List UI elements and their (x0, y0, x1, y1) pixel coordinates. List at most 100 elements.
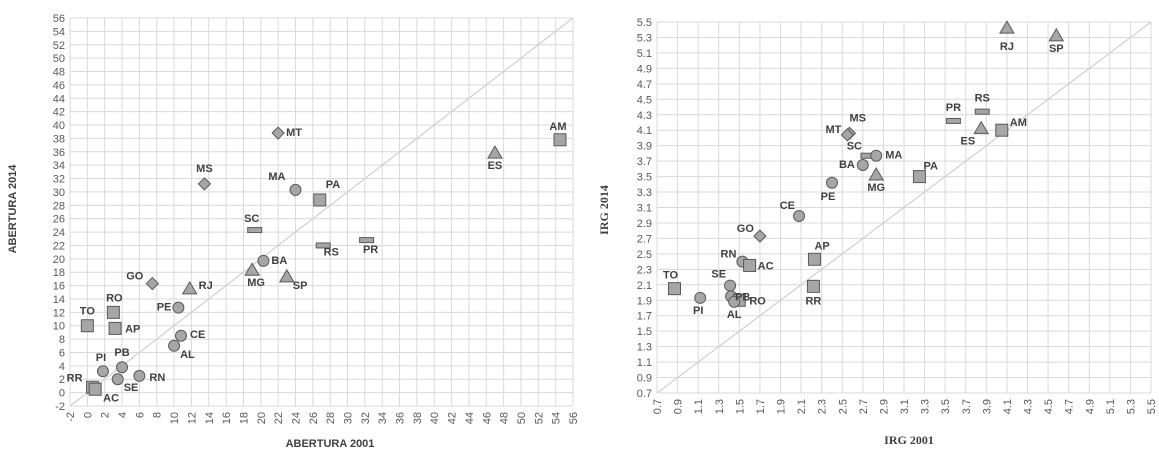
x-tick-label: 6 (134, 412, 146, 418)
scatter-chart-irg: 0.7 0.9 1.1 1.3 1.5 1.7 1.9 2.1 2.3 2.5 2.7 2.9 3.1 3… (597, 17, 1158, 447)
point-label-ac: AC (758, 260, 774, 272)
point-label-pe: PE (821, 191, 836, 203)
point-label-se: SE (124, 382, 139, 394)
point-ms (197, 177, 212, 191)
x-tick-label: 48 (499, 412, 511, 424)
y-tick-label: 4.3 (637, 110, 652, 122)
y-tick-labels: 0.7 0.9 1.1 1.3 1.5 1.7 1.9 2.1 2.3 2.5 2.7 2.9 3.1 3… (637, 17, 652, 400)
point-label-sc: SC (244, 213, 259, 225)
point-ba (257, 254, 270, 267)
point-label-to: TO (663, 270, 679, 282)
point-label-am: AM (549, 121, 566, 133)
x-tick-label: 1.7 (755, 399, 767, 414)
x-tick-label: 12 (186, 412, 198, 424)
point-label-pr: PR (363, 244, 378, 256)
y-tick-label: 4.9 (637, 63, 652, 75)
point-label-pe: PE (157, 302, 172, 314)
point-labels: RJ SP RS PR AM ES MS MT SC MA BA MG PA PE CE GO AP RN AC SE… (663, 41, 1064, 321)
y-tick-label: 1.7 (637, 311, 652, 323)
point-pa (912, 170, 926, 184)
x-tick-label: 1.3 (714, 399, 726, 414)
y-tick-labels: -202468101214161820222426283032343638404… (53, 13, 65, 413)
x-tick-label: 56 (568, 412, 580, 424)
point-label-pb: PB (114, 347, 129, 359)
y-tick-label: 3.3 (637, 187, 652, 199)
point-label-ms: MS (849, 112, 866, 124)
y-tick-label: 8 (59, 334, 65, 346)
point-ap (807, 252, 821, 266)
point-label-al: AL (180, 349, 195, 361)
y-tick-label: 26 (53, 214, 65, 226)
x-tick-label: 3.7 (961, 399, 973, 414)
x-tick-labels: 0.7 0.9 1.1 1.3 1.5 1.7 1.9 2.1 2.3 2.5 2.7 2.9 3.1 3… (652, 399, 1158, 414)
data-points (667, 20, 1065, 308)
point-pe (172, 301, 185, 314)
point-ma (289, 183, 302, 196)
point-to (80, 319, 94, 333)
x-tick-label: 2.5 (837, 399, 849, 414)
point-pr (359, 237, 375, 244)
x-tick-label: 0.9 (673, 399, 685, 414)
point-label-pa: PA (326, 179, 341, 191)
point-label-sp: SP (293, 280, 308, 292)
point-ce (175, 329, 188, 342)
y-tick-label: 4 (59, 361, 65, 373)
y-tick-label: 12 (53, 307, 65, 319)
point-mt (840, 128, 855, 142)
x-tick-label: 2 (100, 412, 112, 418)
point-am (995, 123, 1009, 137)
y-tick-label: 2.9 (637, 218, 652, 230)
point-rn (133, 369, 146, 382)
x-tick-label: 1.1 (693, 399, 705, 414)
point-pb (116, 361, 129, 374)
point-al (168, 339, 181, 352)
point-mt (271, 126, 285, 140)
y-tick-label: 46 (53, 80, 65, 92)
point-pi (96, 365, 109, 378)
point-label-es: ES (488, 160, 503, 172)
point-am (553, 133, 567, 147)
y-tick-label: 24 (53, 227, 65, 239)
x-tick-label: 10 (169, 412, 181, 424)
x-tick-label: 22 (273, 412, 285, 424)
x-tick-labels: -2 0 2 4 6 8 10 12 14 16 18 20 22 24 26 28 30 32 34 36 38 40 4… (65, 412, 580, 424)
y-tick-label: 18 (53, 267, 65, 279)
x-tick-label: 54 (551, 412, 563, 424)
point-to (667, 282, 681, 296)
point-label-go: GO (737, 223, 755, 235)
point-mg (244, 262, 260, 276)
point-label-ac: AC (103, 392, 119, 404)
point-ma (870, 149, 883, 162)
y-tick-label: 30 (53, 187, 65, 199)
y-tick-label: 2.1 (637, 280, 652, 292)
point-es (487, 145, 503, 159)
y-tick-label: 2.3 (637, 264, 652, 276)
data-points (80, 126, 567, 396)
point-label-pi: PI (96, 352, 106, 364)
x-tick-label: 3.5 (940, 399, 952, 414)
y-tick-label: 16 (53, 281, 65, 293)
x-tick-label: 1.5 (734, 399, 746, 414)
x-tick-label: 46 (481, 412, 493, 424)
x-tick-label: 4.5 (1043, 399, 1055, 414)
x-tick-label: 50 (516, 412, 528, 424)
y-tick-label: 3.5 (637, 172, 652, 184)
point-label-ap: AP (125, 323, 140, 335)
x-tick-label: 44 (464, 412, 476, 424)
y-tick-label: 28 (53, 200, 65, 212)
y-tick-label: 5.3 (637, 32, 652, 44)
point-label-ap: AP (814, 240, 829, 252)
y-tick-label: 6 (59, 347, 65, 359)
y-tick-label: 10 (53, 321, 65, 333)
x-tick-label: 3.3 (920, 399, 932, 414)
point-label-ro: RO (749, 295, 766, 307)
point-label-mt: MT (286, 127, 302, 139)
x-tick-label: 4.1 (1002, 399, 1014, 414)
y-tick-label: 5.1 (637, 48, 652, 60)
point-label-es: ES (961, 136, 976, 148)
point-label-ro: RO (106, 292, 123, 304)
reference-line (69, 17, 574, 407)
y-tick-label: 1.1 (637, 357, 652, 369)
x-axis-title: ABERTURA 2001 (286, 438, 375, 450)
y-tick-label: 1.9 (637, 295, 652, 307)
